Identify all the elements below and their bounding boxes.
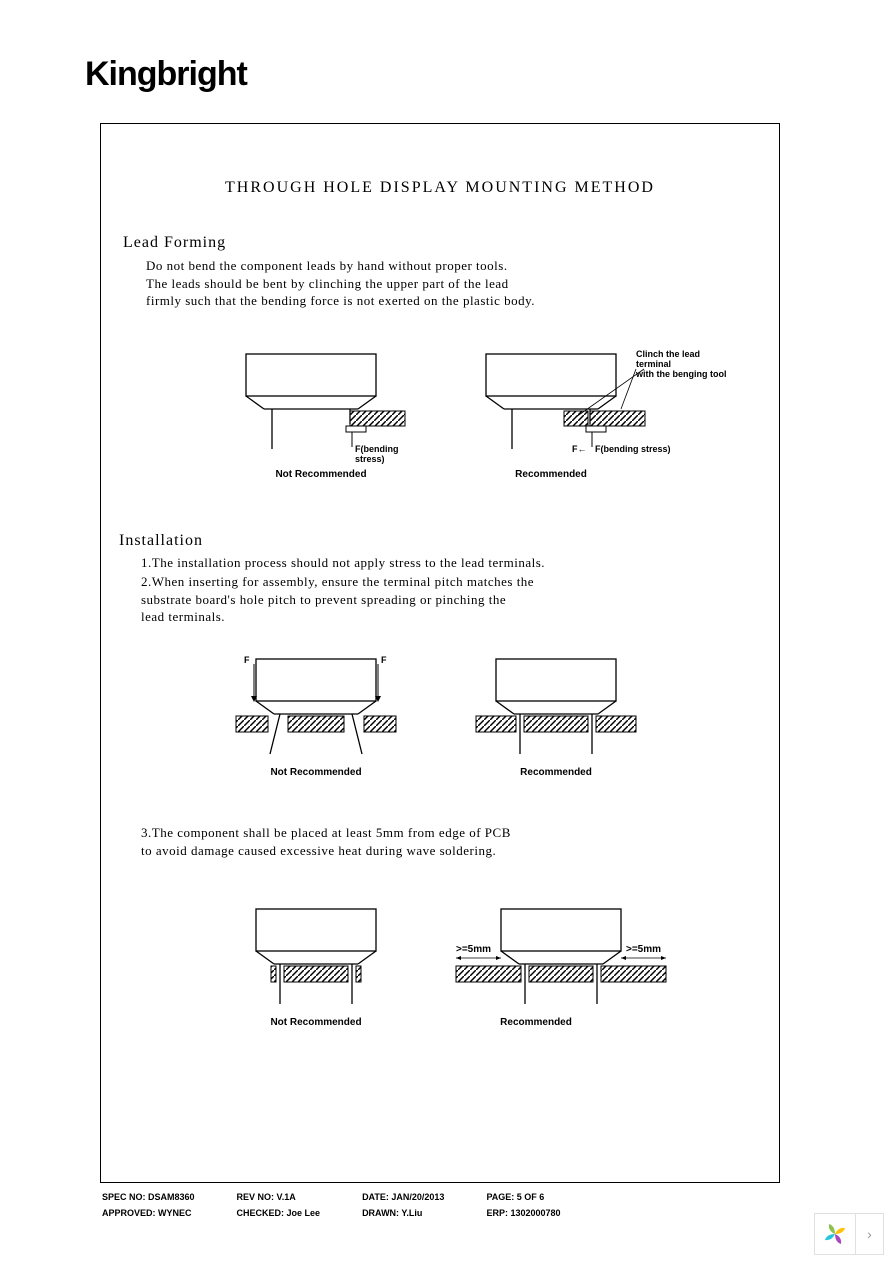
diagram-edge-recommended: >=5mm >=5mm Recommended bbox=[446, 904, 676, 1034]
pinwheel-icon[interactable] bbox=[814, 1213, 856, 1255]
caption-recommended-3: Recommended bbox=[446, 1017, 626, 1028]
caption-not-recommended-3: Not Recommended bbox=[226, 1017, 406, 1028]
content-frame: THROUGH HOLE DISPLAY MOUNTING METHOD Lea… bbox=[100, 123, 780, 1183]
page-title: THROUGH HOLE DISPLAY MOUNTING METHOD bbox=[101, 179, 779, 197]
label-5mm-left: >=5mm bbox=[456, 944, 491, 955]
label-clinch-note: Clinch the lead terminal with the bengin… bbox=[636, 349, 736, 379]
footer-page: PAGE: 5 OF 6 bbox=[486, 1192, 600, 1206]
footer-block: SPEC NO: DSAM8360 REV NO: V.1A DATE: JAN… bbox=[100, 1190, 603, 1224]
diagram-edge-not-recommended: Not Recommended bbox=[226, 904, 406, 1034]
diagram-installation-not-recommended: F F Not Recommended bbox=[226, 654, 406, 784]
label-f-right: F bbox=[381, 655, 387, 665]
heading-lead-forming: Lead Forming bbox=[123, 234, 226, 252]
footer-approved: APPROVED: WYNEC bbox=[102, 1208, 235, 1222]
label-5mm-right: >=5mm bbox=[626, 944, 661, 955]
brand-logo: Kingbright bbox=[85, 55, 247, 94]
caption-recommended-1: Recommended bbox=[476, 469, 626, 480]
footer-checked: CHECKED: Joe Lee bbox=[237, 1208, 361, 1222]
text-install-1: 1.The installation process should not ap… bbox=[141, 554, 756, 572]
label-f: F← bbox=[572, 444, 587, 454]
footer-drawn: DRAWN: Y.Liu bbox=[362, 1208, 484, 1222]
diagram-installation-recommended: Recommended bbox=[466, 654, 646, 784]
text-lead-forming: Do not bend the component leads by hand … bbox=[146, 257, 746, 310]
caption-recommended-2: Recommended bbox=[466, 767, 646, 778]
label-bending-stress-2: F(bending stress) bbox=[595, 444, 671, 454]
label-f-left: F bbox=[244, 655, 250, 665]
footer-erp: ERP: 1302000780 bbox=[486, 1208, 600, 1222]
diagram-lead-forming-recommended: F← F(bending stress) Clinch the lead ter… bbox=[476, 349, 736, 489]
diagram-lead-forming-not-recommended: F(bending stress) Not Recommended bbox=[236, 349, 416, 489]
text-install-2: 2.When inserting for assembly, ensure th… bbox=[141, 573, 756, 626]
text-install-3: 3.The component shall be placed at least… bbox=[141, 824, 756, 859]
footer-spec-no: SPEC NO: DSAM8360 bbox=[102, 1192, 235, 1206]
caption-not-recommended-2: Not Recommended bbox=[226, 767, 406, 778]
heading-installation: Installation bbox=[119, 532, 203, 550]
chevron-right-icon[interactable]: › bbox=[856, 1213, 884, 1255]
label-bending-stress: F(bending stress) bbox=[355, 444, 416, 464]
footer-date: DATE: JAN/20/2013 bbox=[362, 1192, 484, 1206]
footer-rev-no: REV NO: V.1A bbox=[237, 1192, 361, 1206]
caption-not-recommended-1: Not Recommended bbox=[236, 469, 406, 480]
corner-widget: › bbox=[814, 1213, 884, 1255]
